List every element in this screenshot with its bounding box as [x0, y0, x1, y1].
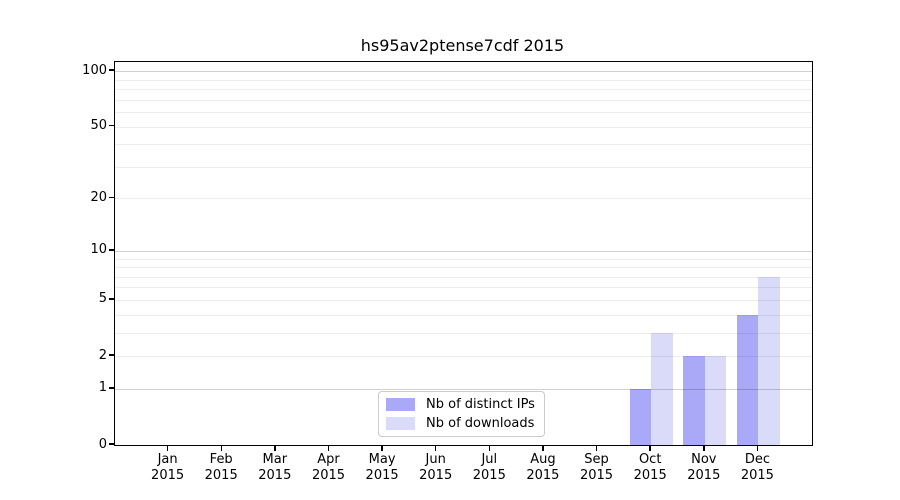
x-tick-label-sep: Sep 2015 [579, 452, 614, 483]
legend-swatch-downloads [386, 417, 415, 430]
x-tick-label-mar: Mar 2015 [258, 452, 292, 483]
gridline-9 [115, 258, 812, 260]
x-tick-mark-mar [274, 445, 276, 451]
gridline-40 [115, 144, 812, 146]
legend: Nb of distinct IPs Nb of downloads [378, 391, 545, 437]
x-tick-mark-jun [434, 445, 437, 451]
x-tick-label-may: May 2015 [365, 452, 399, 483]
x-tick-mark-aug [542, 445, 544, 451]
legend-entry-distinct-ips: Nb of distinct IPs [379, 397, 544, 412]
y-tick-label-1: 1 [98, 380, 107, 396]
gridline-30 [115, 166, 812, 168]
x-tick-label-aug: Aug 2015 [526, 452, 560, 483]
legend-label-downloads: Nb of downloads [426, 416, 535, 431]
x-tick-label-oct: Oct 2015 [633, 452, 667, 483]
gridline-60 [115, 111, 812, 113]
x-tick-label-jan: Jan 2015 [151, 452, 185, 483]
x-tick-mark-sep [595, 445, 598, 451]
y-tick-mark-100 [109, 69, 114, 71]
x-tick-mark-nov [703, 445, 705, 451]
y-tick-label-10: 10 [90, 242, 107, 258]
y-tick-mark-5 [109, 298, 114, 300]
y-tick-label-50: 50 [90, 118, 107, 133]
gridline-4 [115, 314, 812, 316]
x-tick-label-jun: Jun 2015 [419, 452, 453, 483]
gridline-6 [115, 287, 812, 289]
bar-distinct-ips-dec [737, 314, 759, 445]
gridline-80 [115, 89, 812, 90]
y-tick-mark-1 [109, 387, 114, 389]
gridline-2 [115, 356, 812, 357]
gridline-3 [115, 332, 812, 334]
x-tick-mark-may [381, 445, 383, 451]
x-tick-mark-feb [220, 445, 222, 451]
y-tick-label-0: 0 [98, 436, 107, 452]
y-tick-label-2: 2 [98, 347, 107, 363]
x-tick-label-jul: Jul 2015 [472, 452, 506, 483]
y-tick-label-20: 20 [90, 189, 107, 205]
gridline-1 [115, 388, 812, 390]
y-tick-mark-20 [109, 196, 114, 199]
y-tick-mark-50 [109, 124, 114, 127]
bar-downloads-nov [704, 356, 727, 445]
legend-swatch-distinct-ips [386, 398, 415, 411]
x-tick-mark-jul [488, 445, 491, 451]
gridline-5 [115, 299, 812, 301]
plot-area [114, 61, 813, 446]
gridline-20 [115, 198, 812, 200]
y-tick-mark-10 [109, 249, 114, 251]
gridline-7 [115, 276, 812, 278]
x-tick-label-nov: Nov 2015 [687, 452, 721, 483]
bar-distinct-ips-nov [683, 356, 705, 445]
bar-downloads-oct [651, 332, 673, 445]
gridline-10 [115, 250, 812, 252]
legend-entry-downloads: Nb of downloads [379, 416, 544, 431]
chart-title: hs95av2ptense7cdf 2015 [360, 36, 565, 55]
y-tick-mark-2 [109, 354, 114, 356]
y-tick-label-100: 100 [82, 62, 107, 78]
legend-label-distinct-ips: Nb of distinct IPs [426, 397, 535, 412]
bar-distinct-ips-oct [629, 388, 652, 445]
x-tick-label-feb: Feb 2015 [204, 452, 238, 483]
y-tick-mark-0 [109, 443, 114, 445]
gridline-90 [115, 79, 812, 81]
x-tick-mark-apr [327, 445, 330, 451]
gridline-8 [115, 267, 812, 268]
gridline-70 [115, 99, 812, 101]
x-tick-mark-oct [649, 445, 651, 451]
gridline-50 [115, 126, 812, 128]
x-tick-label-apr: Apr 2015 [311, 452, 346, 483]
x-tick-mark-dec [756, 445, 759, 451]
x-tick-mark-jan [166, 445, 169, 451]
gridline-100 [115, 71, 812, 73]
y-tick-label-5: 5 [98, 291, 107, 307]
x-tick-label-dec: Dec 2015 [740, 452, 774, 483]
bar-downloads-dec [758, 276, 780, 445]
